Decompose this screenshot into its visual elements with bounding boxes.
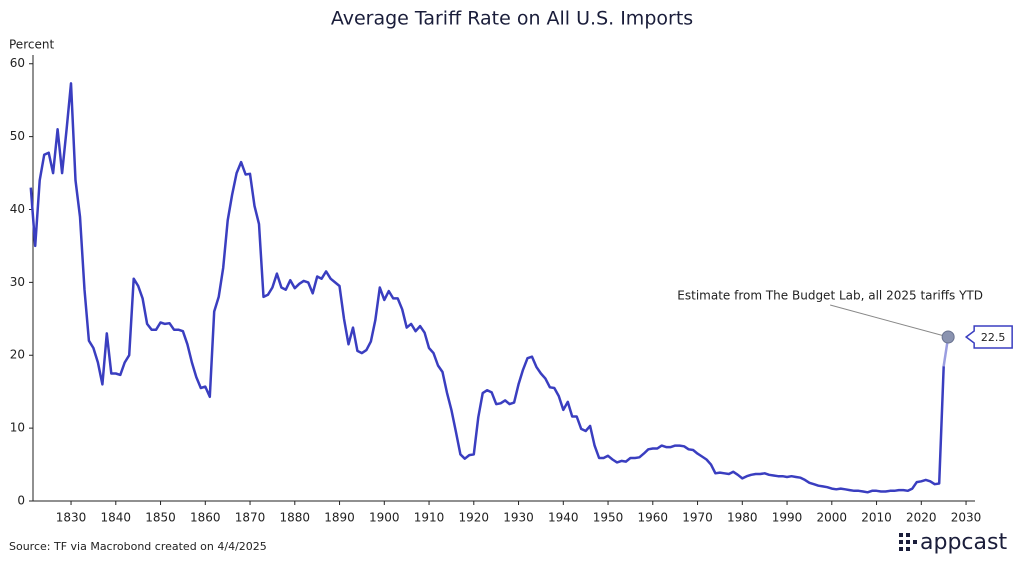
x-tick-label: 2010 [861,511,892,525]
x-tick-label: 1890 [324,511,355,525]
annotation: Estimate from The Budget Lab, all 2025 t… [677,289,983,303]
logo-icon [899,533,917,551]
x-tick-label: 1850 [145,511,176,525]
x-tick-label: 1910 [414,511,445,525]
y-tick-label: 60 [10,56,25,70]
x-tick-label: 1870 [235,511,266,525]
y-tick-label: 10 [10,421,25,435]
x-tick-label: 1930 [503,511,534,525]
x-tick-label: 1880 [280,511,311,525]
source: Source: TF via Macrobond created on 4/4/… [9,540,267,553]
value-label: 22.5 [981,331,1006,344]
brand: appcast [920,530,1007,555]
x-tick-label: 1940 [548,511,579,525]
y-tick-label: 20 [10,348,25,362]
y-tick-label: 30 [10,275,25,289]
y-axis-label: Percent [9,38,54,52]
x-tick-label: 1950 [593,511,624,525]
estimate-point [941,330,955,344]
chart-title: Average Tariff Rate on All U.S. Imports [331,8,693,30]
y-tick-label: 40 [10,202,25,216]
x-tick-label: 1840 [101,511,132,525]
series-line [29,82,945,494]
x-tick-label: 2030 [951,511,982,525]
x-tick-label: 1920 [459,511,490,525]
x-tick-label: 1830 [56,511,87,525]
y-tick-label: 0 [17,494,25,508]
x-tick-label: 1980 [727,511,758,525]
annotation-leader [830,304,949,338]
x-tick-label: 1990 [772,511,803,525]
x-tick-label: 2000 [817,511,848,525]
x-tick-label: 1900 [369,511,400,525]
x-tick-label: 2020 [906,511,937,525]
y-tick-label: 50 [10,129,25,143]
x-tick-label: 1970 [682,511,713,525]
x-tick-label: 1860 [190,511,221,525]
value-label-box [964,325,1013,349]
x-tick-label: 1960 [638,511,669,525]
